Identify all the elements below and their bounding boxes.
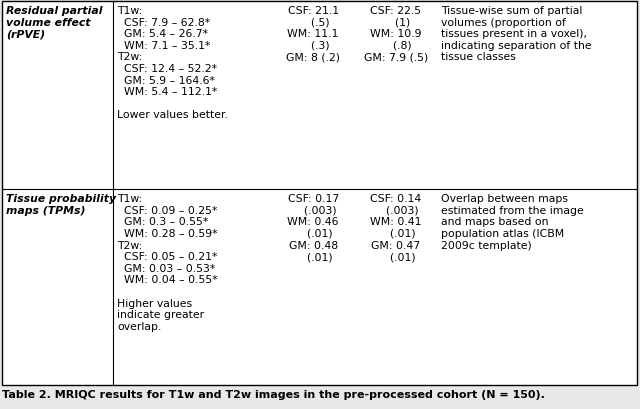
Text: Residual partial
volume effect
(rPVE): Residual partial volume effect (rPVE) xyxy=(6,6,102,39)
Text: Tissue probability
maps (TPMs): Tissue probability maps (TPMs) xyxy=(6,194,116,215)
Text: CSF: 22.5
    (1)
WM: 10.9
    (.8)
GM: 7.9 (.5): CSF: 22.5 (1) WM: 10.9 (.8) GM: 7.9 (.5) xyxy=(364,6,428,62)
Text: CSF: 0.17
    (.003)
WM: 0.46
    (.01)
GM: 0.48
    (.01): CSF: 0.17 (.003) WM: 0.46 (.01) GM: 0.48… xyxy=(287,194,339,261)
Text: T1w:
  CSF: 7.9 – 62.8*
  GM: 5.4 – 26.7*
  WM: 7.1 – 35.1*
T2w:
  CSF: 12.4 – 5: T1w: CSF: 7.9 – 62.8* GM: 5.4 – 26.7* WM… xyxy=(117,6,228,120)
Text: CSF: 21.1
    (.5)
WM: 11.1
    (.3)
GM: 8 (.2): CSF: 21.1 (.5) WM: 11.1 (.3) GM: 8 (.2) xyxy=(286,6,340,62)
Text: Overlap between maps
estimated from the image
and maps based on
population atlas: Overlap between maps estimated from the … xyxy=(441,194,584,250)
Text: CSF: 0.14
    (.003)
WM: 0.41
    (.01)
GM: 0.47
    (.01): CSF: 0.14 (.003) WM: 0.41 (.01) GM: 0.47… xyxy=(370,194,422,261)
Text: Tissue-wise sum of partial
volumes (proportion of
tissues present in a voxel),
i: Tissue-wise sum of partial volumes (prop… xyxy=(441,6,591,62)
Text: Table 2. MRIQC results for T1w and T2w images in the pre-processed cohort (N = 1: Table 2. MRIQC results for T1w and T2w i… xyxy=(2,389,545,399)
Text: T1w:
  CSF: 0.09 – 0.25*
  GM: 0.3 – 0.55*
  WM: 0.28 – 0.59*
T2w:
  CSF: 0.05 –: T1w: CSF: 0.09 – 0.25* GM: 0.3 – 0.55* W… xyxy=(117,194,218,331)
